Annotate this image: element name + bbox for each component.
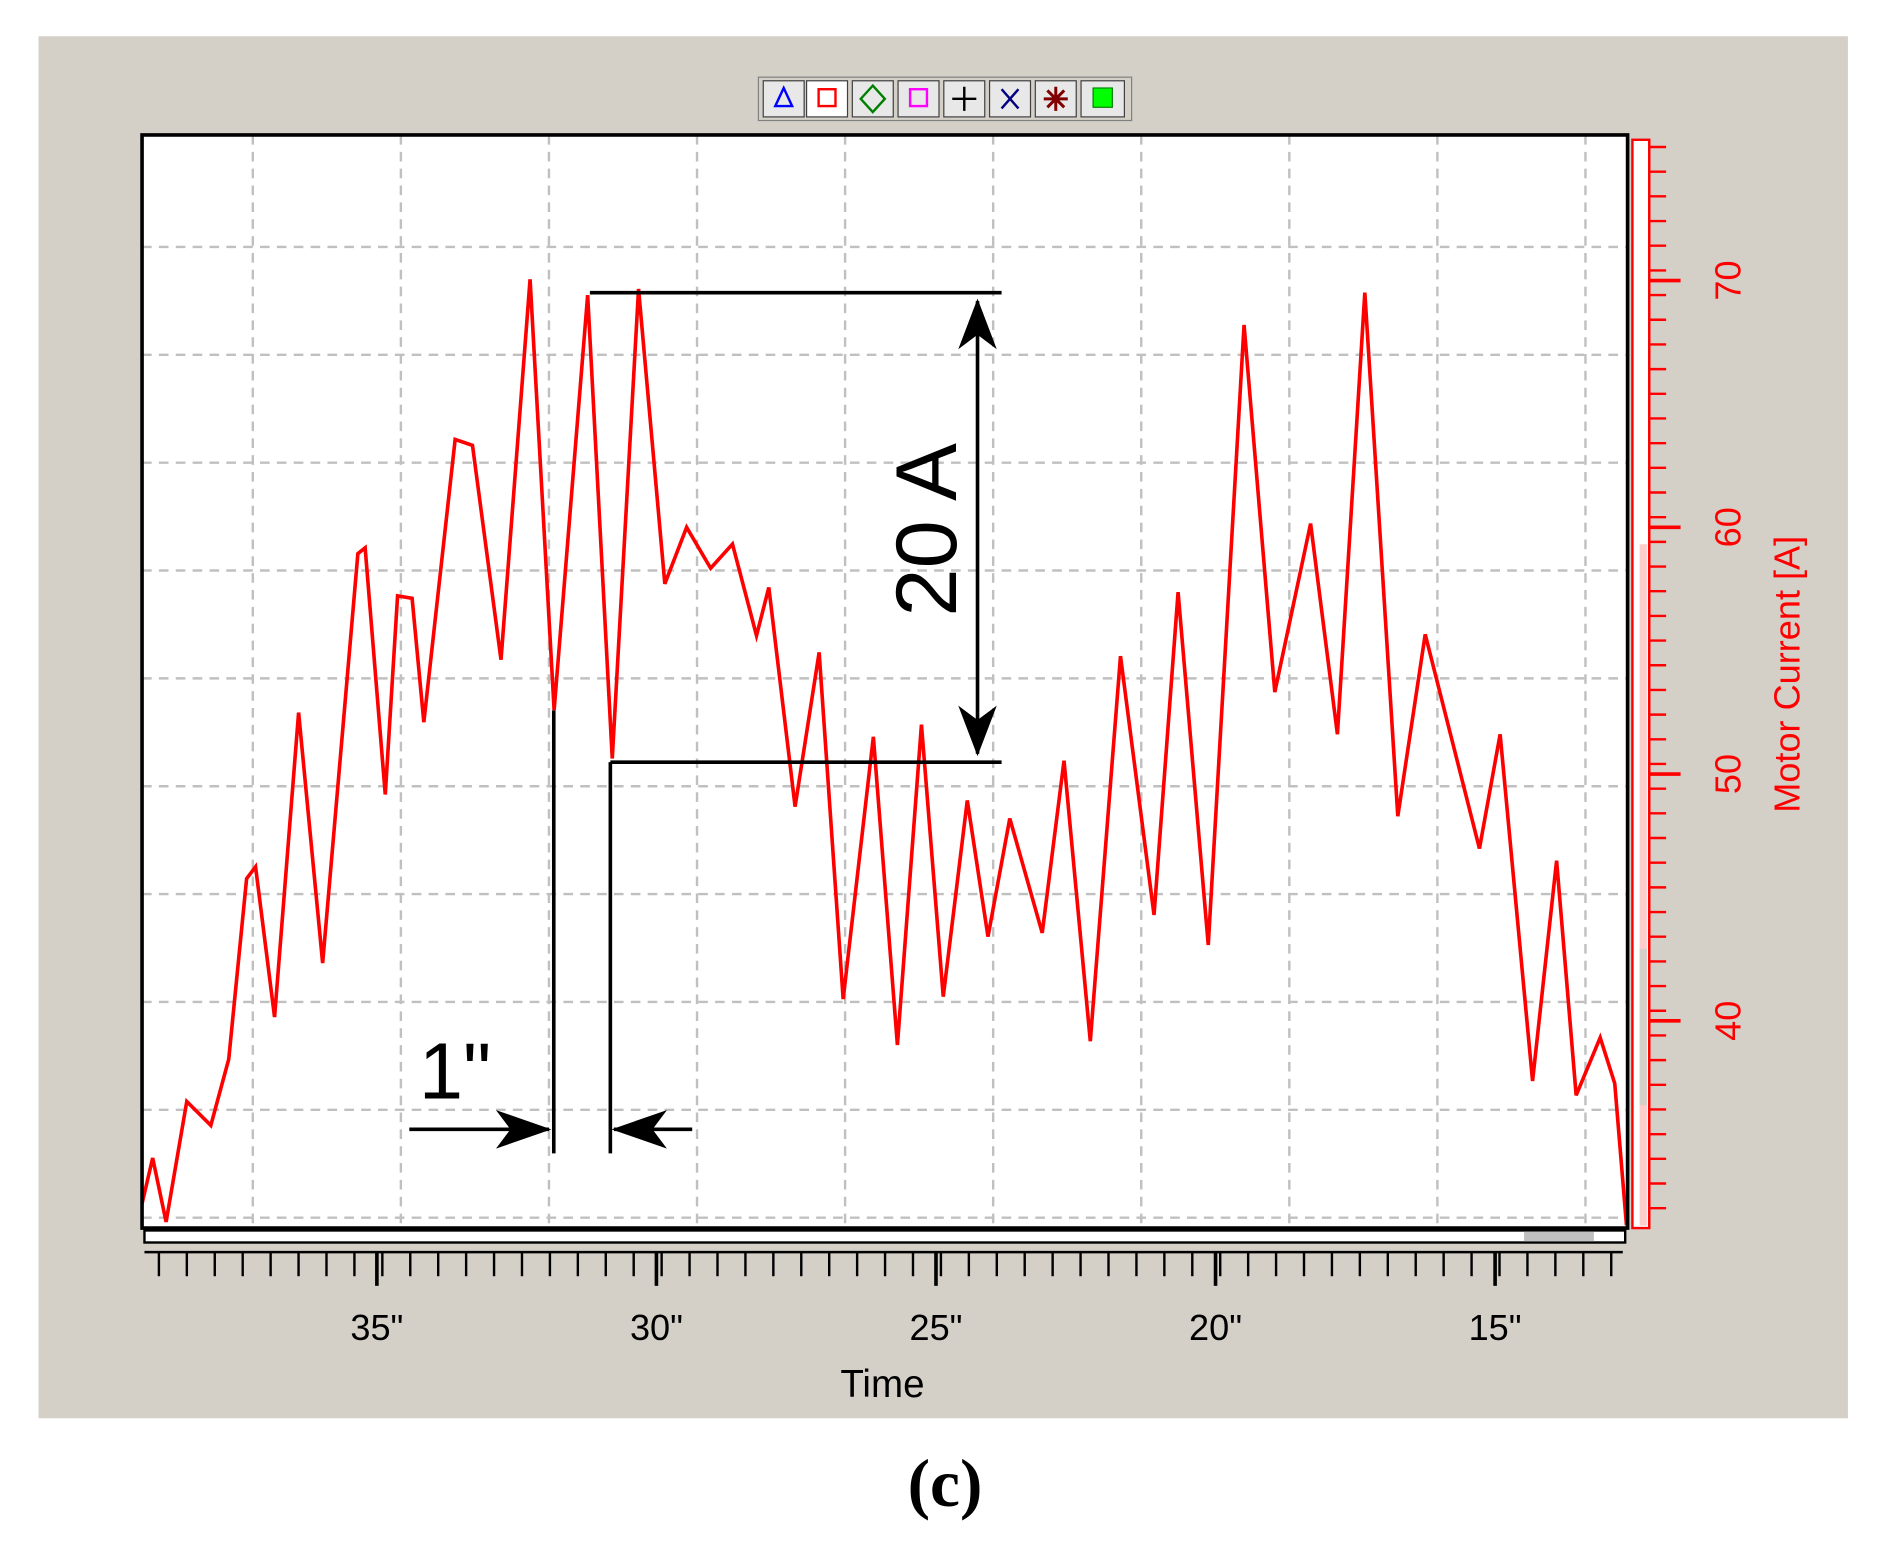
tool-square[interactable] xyxy=(805,80,849,118)
plot-area xyxy=(142,134,1628,1229)
x-tick-label: 15" xyxy=(1469,1307,1522,1348)
axes-layer: 35" 30" 25" 20" 15" 40 50 60 70 xyxy=(157,145,1749,1348)
y-axis-strip-fill xyxy=(1639,544,1647,1226)
arrowhead xyxy=(611,1110,667,1149)
y-axis-strip-shade xyxy=(1639,948,1647,1106)
y-tick-label: 60 xyxy=(1708,507,1749,547)
y-tick-label: 50 xyxy=(1708,754,1749,794)
y-tick-label: 40 xyxy=(1708,1001,1749,1041)
arrowhead xyxy=(958,298,997,350)
toolbar xyxy=(757,76,1133,122)
tool-cross-icon xyxy=(1000,88,1020,110)
tool-plus-icon xyxy=(952,86,977,111)
tool-pink-square-icon xyxy=(908,88,929,108)
arrowhead xyxy=(495,1110,552,1149)
y-axis-title: Motor Current [A] xyxy=(1767,536,1808,813)
tool-star-icon xyxy=(1043,86,1068,111)
tool-pink-square[interactable] xyxy=(897,80,940,118)
annotation: 1" xyxy=(419,1027,491,1116)
arrowhead xyxy=(958,705,997,757)
data-line xyxy=(140,279,1629,1226)
x-tick-label: 25" xyxy=(909,1307,962,1348)
annotation-shapes xyxy=(409,290,1002,1154)
plot-frame xyxy=(140,133,1630,1230)
x-tick-label: 35" xyxy=(350,1307,403,1348)
annotation: 20 A xyxy=(879,443,975,617)
tool-triangle-icon xyxy=(773,85,795,108)
x-tick-label: 20" xyxy=(1189,1307,1242,1348)
caption: (c) xyxy=(908,1446,983,1521)
scrollbar[interactable] xyxy=(143,1229,1627,1244)
y-tick-label: 70 xyxy=(1708,260,1749,300)
tool-grid-icon xyxy=(1092,87,1113,108)
x-tick-label: 30" xyxy=(630,1307,683,1348)
tool-square-icon xyxy=(817,88,837,108)
scrollbar-thumb[interactable] xyxy=(1524,1231,1594,1242)
series-layer xyxy=(140,279,1629,1226)
tool-diamond-icon xyxy=(859,83,887,114)
x-axis-title: Time xyxy=(840,1363,924,1406)
